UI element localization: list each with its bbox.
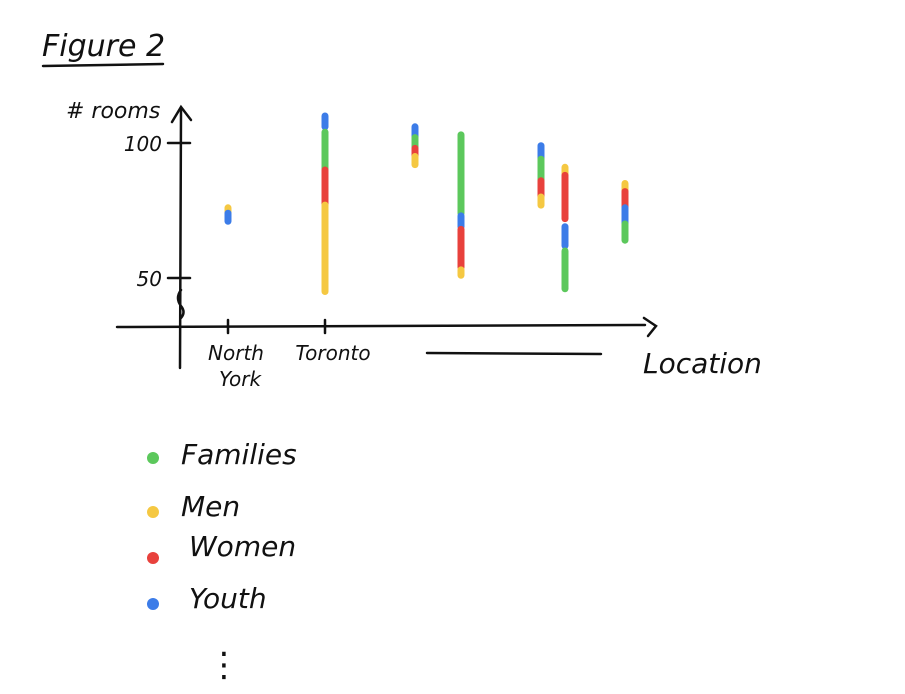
x-tick-label: Toronto bbox=[295, 341, 370, 365]
y-axis-line bbox=[178, 108, 183, 370]
title-underline bbox=[41, 62, 165, 68]
legend: Families Men Women Youth bbox=[147, 438, 297, 615]
legend-swatch-youth bbox=[147, 598, 159, 610]
legend-label-men: Men bbox=[181, 490, 240, 523]
x-axis-line bbox=[115, 323, 647, 329]
legend-continuation: ⋮ bbox=[207, 645, 241, 685]
y-tick-label: 50 bbox=[137, 267, 162, 291]
y-tick-label: 100 bbox=[124, 132, 162, 156]
axis-break bbox=[176, 288, 185, 320]
legend-swatch-men bbox=[147, 506, 159, 518]
legend-label-families: Families bbox=[181, 438, 297, 471]
x-ticks: North York Toronto bbox=[208, 318, 371, 391]
legend-label-women: Women bbox=[189, 530, 296, 563]
x-axis-label: Location bbox=[643, 347, 762, 380]
figure-title-group: Figure 2 bbox=[41, 29, 165, 68]
figure-title: Figure 2 bbox=[42, 29, 165, 64]
y-ticks: 50 100 bbox=[124, 132, 192, 291]
x-placeholder-line bbox=[425, 351, 603, 356]
range-bars bbox=[224, 112, 629, 295]
legend-swatch-families bbox=[147, 452, 159, 464]
x-axis-arrow bbox=[642, 316, 658, 338]
legend-label-youth: Youth bbox=[189, 582, 267, 615]
y-axis-arrow bbox=[170, 104, 193, 124]
x-tick-label: North York bbox=[208, 341, 264, 391]
axes bbox=[115, 104, 658, 370]
legend-swatch-women bbox=[147, 552, 159, 564]
y-axis-label: # rooms bbox=[66, 99, 160, 124]
